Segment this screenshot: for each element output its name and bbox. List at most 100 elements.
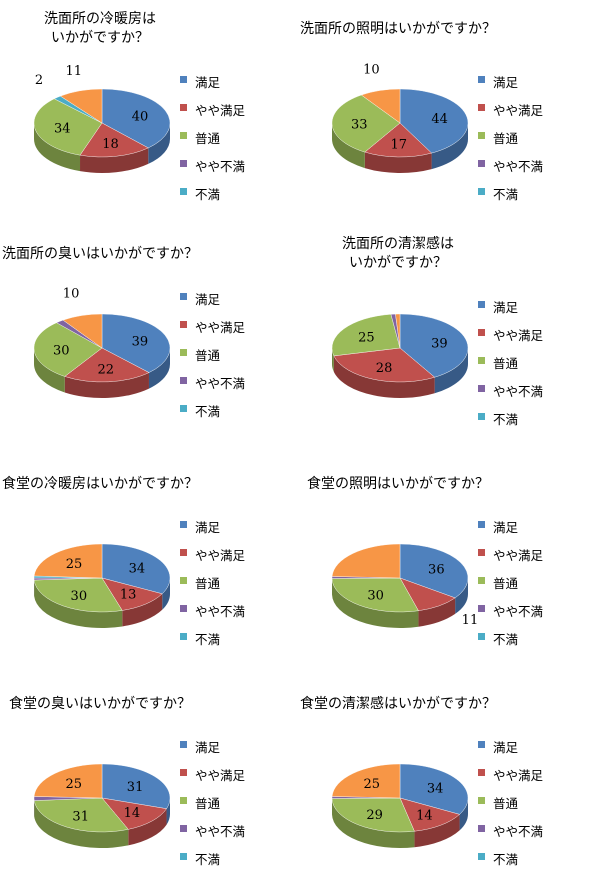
pie-data-label: 22	[97, 362, 114, 377]
legend-swatch	[478, 132, 485, 139]
legend-item: 普通	[180, 345, 245, 373]
legend-label: 普通	[493, 796, 519, 811]
pie-slice-side	[128, 808, 167, 846]
legend-item: 満足	[180, 517, 245, 545]
pie-slice	[101, 543, 171, 595]
legend-label: やや満足	[195, 768, 246, 783]
legend-swatch	[478, 521, 485, 528]
pie-data-label: 11	[65, 64, 82, 79]
pie-slice	[33, 797, 129, 833]
pie-slice-side	[459, 798, 468, 831]
pie-slice	[331, 797, 415, 833]
legend-swatch	[180, 160, 187, 167]
pie-slice	[33, 577, 123, 613]
legend-label: やや不満	[195, 824, 246, 839]
pie-data-label: 30	[367, 588, 384, 603]
chart-panel: 洗面所の清潔感は いかがですか？ 39 28 25 満足 やや満足 普通 やや不満 不満	[298, 225, 588, 440]
pie-slice	[59, 88, 103, 124]
legend-item: 不満	[478, 409, 543, 437]
chart-legend: 満足 やや満足 普通 やや不満 不満	[478, 72, 543, 212]
pie-chart: 39 28 25	[331, 313, 469, 398]
pie-slice-side	[332, 578, 419, 628]
chart-legend: 満足 やや満足 普通 やや不満 不満	[180, 72, 245, 212]
legend-item: 普通	[180, 793, 245, 821]
legend-label: 満足	[195, 75, 221, 90]
legend-swatch	[180, 549, 187, 556]
legend-item: 不満	[180, 184, 245, 212]
legend-item: 普通	[180, 573, 245, 601]
pie-data-label: 25	[66, 557, 83, 572]
legend-label: 満足	[493, 300, 519, 315]
pie-data-label: 11	[462, 613, 479, 628]
pie-slice	[33, 98, 103, 156]
legend-swatch	[478, 577, 485, 584]
legend-label: やや不満	[195, 376, 246, 391]
pie-chart: 34 14 29 25	[331, 763, 469, 848]
legend-label: 普通	[195, 131, 221, 146]
chart-legend: 満足やや満足普通やや不満不満	[180, 517, 245, 657]
pie-data-label: 30	[53, 344, 70, 359]
chart-panel: 洗面所の照明はいかがですか？ 44 17 33 10 満足 やや満足 普通 やや不満 不満	[298, 0, 588, 215]
legend-item: やや満足	[478, 325, 543, 353]
legend-swatch	[180, 293, 187, 300]
legend-item: やや不満	[478, 381, 543, 409]
chart-title: 洗面所の照明はいかがですか？	[300, 21, 496, 37]
pie-slice	[62, 313, 103, 349]
pie-slice-side	[122, 593, 163, 627]
pie-data-label: 14	[124, 806, 141, 821]
pie-chart: 34 13 30 25	[33, 543, 171, 628]
legend-label: 不満	[493, 632, 519, 647]
pie-data-label: 17	[390, 137, 407, 152]
legend-swatch	[180, 188, 187, 195]
legend-label: やや満足	[195, 548, 246, 563]
pie-chart: 31 14 31 25	[33, 763, 171, 848]
pie-slice-side	[333, 355, 435, 398]
chart-title: 食堂の清潔感はいかがですか？	[300, 696, 496, 712]
chart-legend: 満足 やや満足 普通 やや不満 不満	[478, 737, 543, 877]
legend-label: 普通	[493, 356, 519, 371]
pie-data-label: 28	[376, 361, 393, 376]
legend-item: やや不満	[478, 601, 543, 629]
legend-swatch	[478, 605, 485, 612]
chart-title: 食堂の臭いはいかがですか？	[9, 696, 191, 712]
legend-item: 不満	[180, 401, 245, 429]
pie-slice	[331, 763, 401, 799]
pie-slice	[331, 94, 401, 153]
legend-label: 満足	[195, 520, 221, 535]
legend-label: やや満足	[493, 328, 544, 343]
pie-slice-side	[332, 798, 415, 848]
legend-item: やや不満	[478, 156, 543, 184]
legend-swatch	[478, 357, 485, 364]
pie-data-label: 40	[132, 110, 149, 125]
legend-item: やや満足	[180, 765, 245, 793]
pie-slice	[331, 543, 401, 579]
legend-label: 満足	[195, 740, 221, 755]
legend-label: 不満	[195, 852, 221, 867]
legend-label: 不満	[493, 852, 519, 867]
legend-label: やや不満	[195, 604, 246, 619]
legend-label: 満足	[195, 292, 221, 307]
pie-data-label: 10	[63, 286, 80, 301]
pie-data-label: 14	[416, 808, 433, 823]
legend-label: 不満	[195, 632, 221, 647]
pie-slice-side	[34, 580, 123, 628]
legend-swatch	[180, 853, 187, 860]
legend-item: 満足	[478, 517, 543, 545]
legend-swatch	[478, 301, 485, 308]
pie-data-label: 34	[427, 782, 444, 797]
legend-label: 不満	[493, 412, 519, 427]
pie-slice-side	[148, 123, 170, 164]
legend-label: 普通	[195, 796, 221, 811]
legend-swatch	[478, 413, 485, 420]
legend-item: 不満	[180, 629, 245, 657]
legend-label: やや満足	[493, 103, 544, 118]
legend-swatch	[180, 521, 187, 528]
pie-slice-side	[162, 578, 170, 610]
chart-title: 食堂の照明はいかがですか？	[307, 476, 489, 492]
legend-swatch	[180, 741, 187, 748]
pie-data-label: 39	[132, 334, 149, 349]
legend-swatch	[478, 797, 485, 804]
legend-label: やや不満	[493, 604, 544, 619]
chart-panel: 洗面所の臭いはいかがですか？ 39 22 30 10 満足 やや満足 普通 やや不満 不満	[0, 225, 290, 440]
legend-swatch	[180, 405, 187, 412]
